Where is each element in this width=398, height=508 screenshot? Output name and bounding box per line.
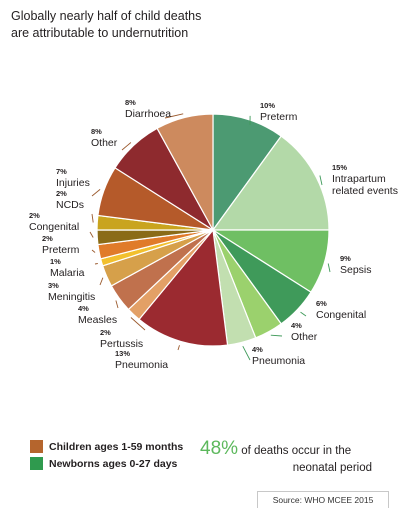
leader-line	[92, 250, 95, 253]
legend-swatch-child	[30, 440, 43, 453]
slice-name-label: Pneumonia	[252, 355, 305, 367]
slice-percent-label: 6%	[316, 299, 327, 308]
slice-percent-label: 15%	[332, 163, 347, 172]
slice-percent-label: 9%	[340, 254, 351, 263]
slice-name-label: Pertussis	[100, 338, 143, 350]
slice-name-label: Intrapartum	[332, 173, 386, 185]
neonatal-percent: 48%	[200, 438, 238, 459]
leader-line	[328, 264, 330, 273]
slice-name-label: Pneumonia	[115, 359, 168, 371]
slice-name-label: Congenital	[316, 309, 366, 321]
leader-line	[271, 335, 282, 336]
source-note: Source: WHO MCEE 2015	[257, 491, 389, 508]
slice-percent-label: 8%	[125, 98, 136, 107]
slice-percent-label: 4%	[291, 321, 302, 330]
slice-percent-label: 2%	[100, 328, 111, 337]
leader-line	[92, 189, 100, 196]
neonatal-stat-text-1: of deaths occur in the	[238, 445, 351, 457]
slice-percent-label: 3%	[48, 281, 59, 290]
leader-line	[320, 176, 322, 186]
neonatal-stat-text-2: neonatal period	[200, 462, 390, 474]
legend-swatch-newborn	[30, 457, 43, 470]
leader-line	[90, 232, 93, 238]
slice-percent-label: 13%	[115, 349, 130, 358]
slice-name-label: related events	[332, 185, 398, 197]
legend-label-child: Children ages 1-59 months	[49, 441, 183, 453]
slice-name-label: Preterm	[42, 244, 80, 256]
leader-line	[178, 345, 180, 350]
slice-name-label: Congenital	[29, 221, 79, 233]
slice-percent-label: 10%	[260, 101, 275, 110]
slice-name-label: Other	[91, 137, 118, 149]
leader-line	[100, 278, 103, 285]
slice-percent-label: 8%	[91, 127, 102, 136]
slice-name-label: Malaria	[50, 267, 85, 279]
leader-line	[301, 312, 307, 316]
neonatal-stat: 48% of deaths occur in the neonatal peri…	[200, 438, 390, 474]
slice-percent-label: 7%	[56, 167, 67, 176]
slice-name-label: Other	[291, 331, 318, 343]
slice-percent-label: 2%	[56, 189, 67, 198]
legend-item-newborn: Newborns ages 0-27 days	[30, 455, 183, 472]
slice-name-label: Sepsis	[340, 264, 372, 276]
slice-name-label: Meningitis	[48, 291, 95, 303]
slice-name-label: Injuries	[56, 177, 90, 189]
slice-name-label: Preterm	[260, 111, 298, 123]
slice-name-label: NCDs	[56, 199, 84, 211]
leader-line	[92, 214, 93, 223]
slice-name-label: Diarrhoea	[125, 108, 171, 120]
legend: Children ages 1-59 months Newborns ages …	[30, 438, 183, 472]
leader-line	[243, 346, 250, 360]
slice-percent-label: 4%	[252, 345, 263, 354]
slice-percent-label: 4%	[78, 304, 89, 313]
slice-percent-label: 1%	[50, 257, 61, 266]
legend-label-newborn: Newborns ages 0-27 days	[49, 458, 177, 470]
slice-percent-label: 2%	[42, 234, 53, 243]
leader-line	[116, 301, 118, 309]
slice-name-label: Measles	[78, 314, 117, 326]
legend-item-child: Children ages 1-59 months	[30, 438, 183, 455]
leader-line	[95, 264, 98, 265]
slice-percent-label: 2%	[29, 211, 40, 220]
